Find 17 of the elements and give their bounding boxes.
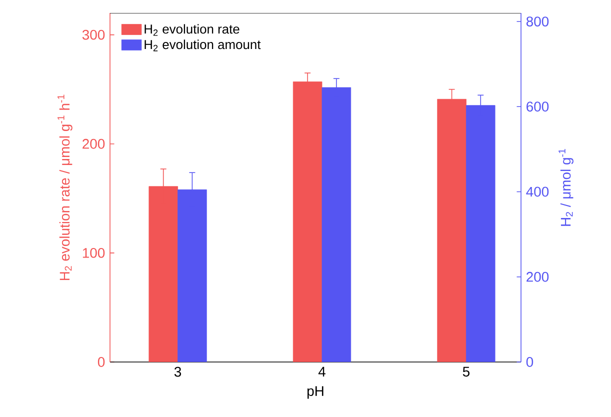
- y-tick-label: 0: [98, 357, 105, 367]
- legend-label: H$_{2}$ evolution amount: [144, 40, 261, 52]
- y-tick-label: 100: [82, 248, 105, 258]
- y2-tick-label: 200: [526, 272, 549, 282]
- legend-label: H$_{2}$ evolution rate: [144, 24, 240, 36]
- y-tick-label: 300: [82, 30, 105, 40]
- x-axis-title: pH: [307, 386, 324, 399]
- x-tick-label: 5: [462, 366, 470, 377]
- y2-tick-label: 600: [526, 102, 549, 112]
- y2-tick-label: 800: [526, 16, 549, 26]
- x-tick-label: 3: [174, 366, 182, 377]
- y2-tick-label: 0: [526, 357, 534, 367]
- x-tick-label: 4: [318, 366, 326, 376]
- y2-axis-title: H$_{2}$ / μmol g$^{-1}$: [558, 149, 574, 226]
- y-tick-label: 200: [82, 138, 105, 149]
- y-axis-title: H$_{2}$ evolution rate / μmol g$^{-1}$ h$^{-1}$: [58, 94, 72, 280]
- y2-tick-label: 400: [526, 186, 549, 197]
